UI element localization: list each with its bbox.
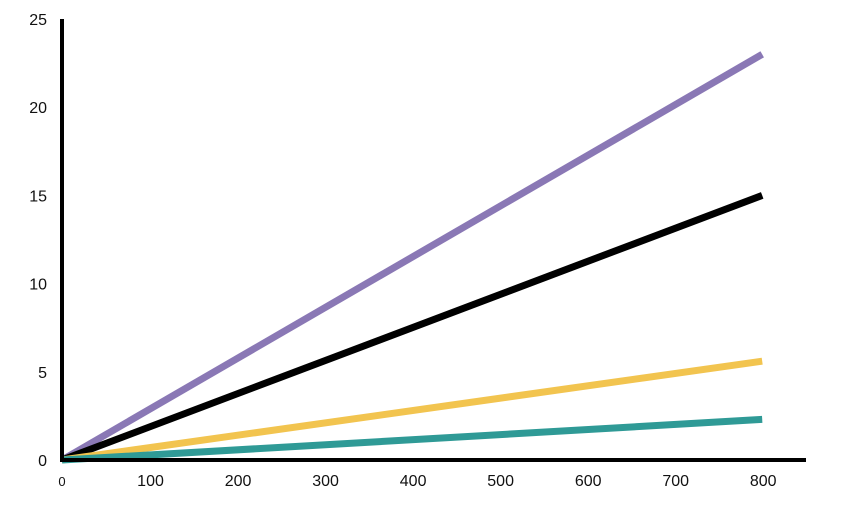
x-tick-label: 700	[662, 473, 689, 490]
series-line-3	[61, 357, 763, 464]
x-tick-labels: 0 100 200 300 400 500 600 700 800	[58, 473, 776, 490]
x-tick-label: 400	[400, 473, 427, 490]
y-tick-labels: 0 5 10 15 20 25	[29, 12, 47, 470]
series-line-1	[60, 51, 764, 464]
y-tick-label: 10	[29, 277, 47, 294]
x-tick-label: 800	[750, 473, 777, 490]
x-tick-label: 0	[58, 474, 65, 489]
axes-layer	[60, 19, 806, 462]
x-tick-label: 500	[487, 473, 514, 490]
y-tick-label: 25	[29, 12, 47, 29]
x-tick-label: 200	[225, 473, 252, 490]
series-line-2	[60, 192, 764, 464]
x-tick-label: 300	[312, 473, 339, 490]
y-tick-label: 15	[29, 188, 47, 205]
x-tick-label: 600	[575, 473, 602, 490]
series-layer	[60, 51, 764, 464]
y-tick-label: 20	[29, 100, 47, 117]
y-tick-label: 5	[38, 365, 47, 382]
x-tick-label: 100	[137, 473, 164, 490]
series-line-4	[61, 415, 763, 464]
y-tick-label: 0	[38, 453, 47, 470]
